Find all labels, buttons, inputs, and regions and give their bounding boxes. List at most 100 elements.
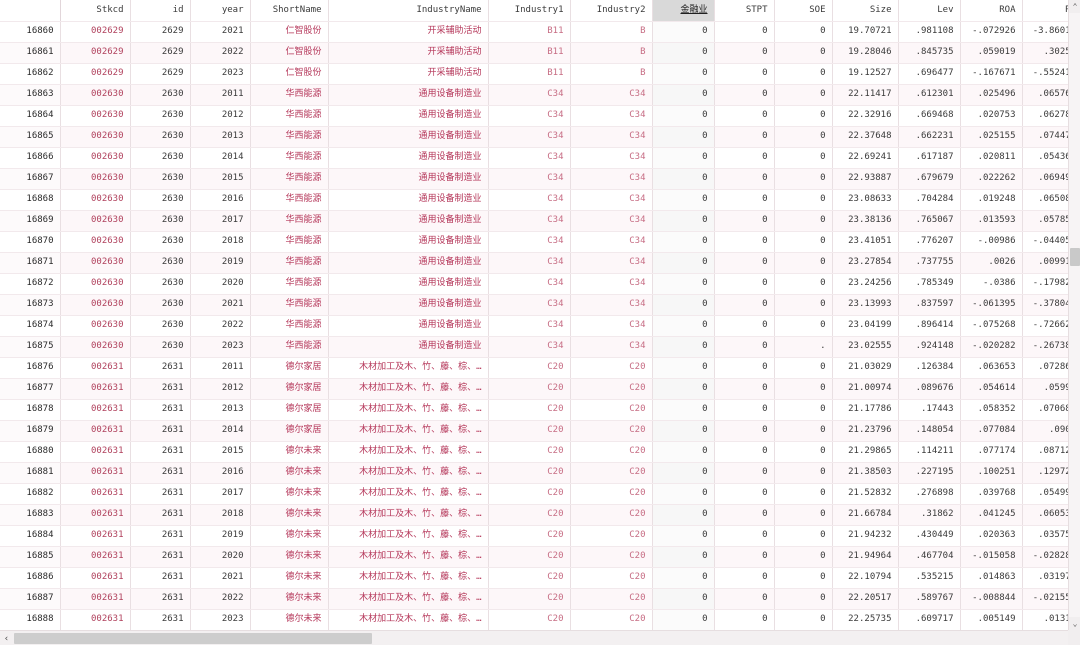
cell-roe[interactable]: .0871246 xyxy=(1022,441,1068,463)
row-index-cell[interactable]: 16864 xyxy=(0,105,61,127)
cell-stpt[interactable]: 0 xyxy=(714,504,775,526)
cell-soe[interactable]: 0 xyxy=(774,294,833,316)
cell-size[interactable]: 19.70721 xyxy=(832,21,899,43)
cell-soe[interactable]: 0 xyxy=(774,189,833,211)
row-index-cell[interactable]: 16868 xyxy=(0,189,61,211)
cell-industryname[interactable]: 木材加工及木、竹、藤、棕、… xyxy=(328,420,489,442)
cell-year[interactable]: 2018 xyxy=(190,504,251,526)
table-row[interactable]: 16865 002630 2630 2013 华西能源 通用设备制造业 C34 C34 0 0 0 2… xyxy=(0,126,1068,148)
cell-shortname[interactable]: 华西能源 xyxy=(250,189,329,211)
table-row[interactable]: 16885 002631 2631 2020 德尔未来 木材加工及木、竹、藤、棕、… C20… xyxy=(0,546,1068,568)
cell-roa[interactable]: .005149 xyxy=(960,609,1023,630)
cell-industryname[interactable]: 木材加工及木、竹、藤、棕、… xyxy=(328,588,489,610)
cell-id[interactable]: 2631 xyxy=(130,399,191,421)
table-row[interactable]: 16880 002631 2631 2015 德尔未来 木材加工及木、竹、藤、棕、… C20… xyxy=(0,441,1068,463)
cell-soe[interactable]: . xyxy=(774,336,833,358)
cell-industry1[interactable]: C20 xyxy=(488,525,571,547)
cell-roa[interactable]: -.167671 xyxy=(960,63,1023,85)
cell-shortname[interactable]: 德尔未来 xyxy=(250,588,329,610)
table-row[interactable]: 16866 002630 2630 2014 华西能源 通用设备制造业 C34 C34 0 0 0 2… xyxy=(0,147,1068,169)
cell-lev[interactable]: .612301 xyxy=(898,84,961,106)
cell-soe[interactable]: 0 xyxy=(774,546,833,568)
row-index-cell[interactable]: 16866 xyxy=(0,147,61,169)
cell-finance[interactable]: 0 xyxy=(652,315,715,337)
cell-soe[interactable]: 0 xyxy=(774,210,833,232)
cell-industry2[interactable]: C20 xyxy=(570,567,653,589)
cell-industryname[interactable]: 木材加工及木、竹、藤、棕、… xyxy=(328,504,489,526)
cell-id[interactable]: 2631 xyxy=(130,609,191,630)
cell-industry2[interactable]: C20 xyxy=(570,609,653,630)
table-row[interactable]: 16869 002630 2630 2017 华西能源 通用设备制造业 C34 C34 0 0 0 2… xyxy=(0,210,1068,232)
cell-stkcd[interactable]: 002631 xyxy=(60,357,131,379)
horizontal-scrollbar[interactable]: ‹ › xyxy=(0,630,1080,645)
table-row[interactable]: 16887 002631 2631 2022 德尔未来 木材加工及木、竹、藤、棕、… C20… xyxy=(0,588,1068,610)
cell-id[interactable]: 2630 xyxy=(130,168,191,190)
cell-year[interactable]: 2021 xyxy=(190,21,251,43)
cell-stkcd[interactable]: 002631 xyxy=(60,483,131,505)
cell-shortname[interactable]: 德尔家居 xyxy=(250,420,329,442)
row-index-header[interactable] xyxy=(0,0,61,22)
cell-stkcd[interactable]: 002631 xyxy=(60,504,131,526)
column-header-Stkcd[interactable]: Stkcd xyxy=(60,0,131,22)
cell-roa[interactable]: .025155 xyxy=(960,126,1023,148)
cell-size[interactable]: 22.20517 xyxy=(832,588,899,610)
cell-finance[interactable]: 0 xyxy=(652,210,715,232)
cell-year[interactable]: 2012 xyxy=(190,378,251,400)
table-row[interactable]: 16868 002630 2630 2016 华西能源 通用设备制造业 C34 C34 0 0 0 2… xyxy=(0,189,1068,211)
cell-finance[interactable]: 0 xyxy=(652,63,715,85)
row-index-cell[interactable]: 16882 xyxy=(0,483,61,505)
cell-industry1[interactable]: C20 xyxy=(488,609,571,630)
table-row[interactable]: 16870 002630 2630 2018 华西能源 通用设备制造业 C34 C34 0 0 0 2… xyxy=(0,231,1068,253)
cell-roa[interactable]: -.061395 xyxy=(960,294,1023,316)
cell-size[interactable]: 23.41051 xyxy=(832,231,899,253)
cell-size[interactable]: 22.11417 xyxy=(832,84,899,106)
cell-industryname[interactable]: 开采辅助活动 xyxy=(328,63,489,85)
table-row[interactable]: 16860 002629 2629 2021 仁智股份 开采辅助活动 B11 B 0 0 0 19.7… xyxy=(0,21,1068,43)
cell-lev[interactable]: .126384 xyxy=(898,357,961,379)
cell-year[interactable]: 2011 xyxy=(190,357,251,379)
cell-year[interactable]: 2015 xyxy=(190,441,251,463)
cell-stpt[interactable]: 0 xyxy=(714,231,775,253)
cell-shortname[interactable]: 华西能源 xyxy=(250,336,329,358)
cell-stpt[interactable]: 0 xyxy=(714,525,775,547)
cell-year[interactable]: 2014 xyxy=(190,147,251,169)
cell-stkcd[interactable]: 002630 xyxy=(60,147,131,169)
cell-id[interactable]: 2631 xyxy=(130,378,191,400)
cell-roa[interactable]: -.00986 xyxy=(960,231,1023,253)
cell-roa[interactable]: -.0386 xyxy=(960,273,1023,295)
cell-finance[interactable]: 0 xyxy=(652,273,715,295)
column-header-Industry2[interactable]: Industry2 xyxy=(570,0,653,22)
cell-industry2[interactable]: C34 xyxy=(570,189,653,211)
cell-roe[interactable]: -.5524155 xyxy=(1022,63,1068,85)
cell-id[interactable]: 2629 xyxy=(130,21,191,43)
cell-finance[interactable]: 0 xyxy=(652,84,715,106)
cell-finance[interactable]: 0 xyxy=(652,105,715,127)
cell-stkcd[interactable]: 002630 xyxy=(60,168,131,190)
cell-finance[interactable]: 0 xyxy=(652,42,715,64)
cell-year[interactable]: 2017 xyxy=(190,210,251,232)
cell-year[interactable]: 2023 xyxy=(190,336,251,358)
cell-industry1[interactable]: C20 xyxy=(488,588,571,610)
cell-shortname[interactable]: 德尔家居 xyxy=(250,378,329,400)
cell-roa[interactable]: .100251 xyxy=(960,462,1023,484)
cell-industry2[interactable]: C34 xyxy=(570,315,653,337)
cell-id[interactable]: 2630 xyxy=(130,126,191,148)
column-header-SOE[interactable]: SOE xyxy=(774,0,833,22)
cell-industry1[interactable]: C34 xyxy=(488,231,571,253)
cell-shortname[interactable]: 仁智股份 xyxy=(250,21,329,43)
cell-lev[interactable]: .227195 xyxy=(898,462,961,484)
cell-size[interactable]: 22.10794 xyxy=(832,567,899,589)
cell-industry1[interactable]: C34 xyxy=(488,252,571,274)
cell-lev[interactable]: .896414 xyxy=(898,315,961,337)
cell-industry2[interactable]: C34 xyxy=(570,147,653,169)
cell-roa[interactable]: .020811 xyxy=(960,147,1023,169)
cell-stpt[interactable]: 0 xyxy=(714,441,775,463)
cell-lev[interactable]: .776207 xyxy=(898,231,961,253)
cell-industryname[interactable]: 通用设备制造业 xyxy=(328,147,489,169)
cell-soe[interactable]: 0 xyxy=(774,462,833,484)
cell-industry2[interactable]: C34 xyxy=(570,231,653,253)
cell-id[interactable]: 2631 xyxy=(130,420,191,442)
cell-roa[interactable]: .058352 xyxy=(960,399,1023,421)
cell-size[interactable]: 23.04199 xyxy=(832,315,899,337)
cell-id[interactable]: 2630 xyxy=(130,189,191,211)
